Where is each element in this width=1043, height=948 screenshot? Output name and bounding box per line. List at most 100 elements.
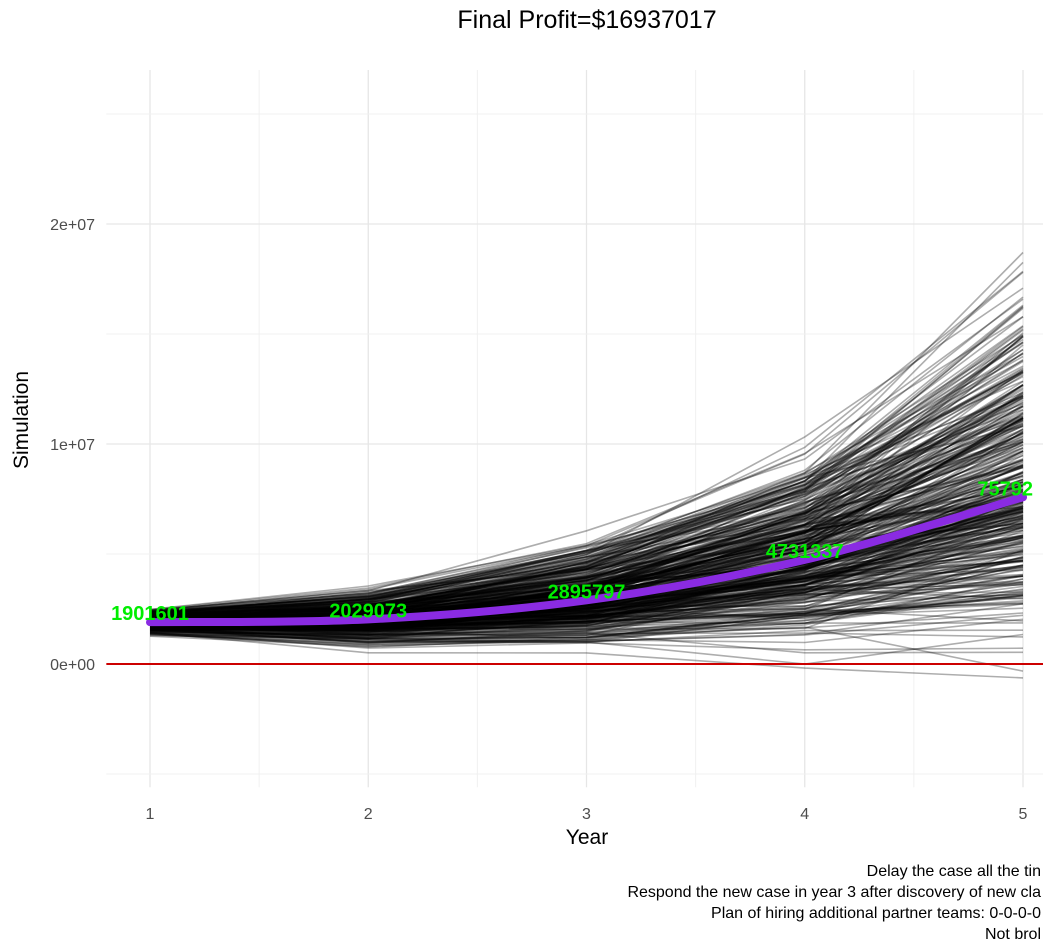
simulation-line <box>149 558 1024 639</box>
simulation-line <box>149 488 1024 614</box>
simulation-line <box>149 471 1024 638</box>
simulation-line <box>149 370 1024 614</box>
simulation-line <box>149 316 1024 619</box>
simulation-line <box>149 518 1024 632</box>
simulation-line <box>149 602 1024 640</box>
simulation-line <box>149 296 1024 615</box>
x-tick-label: 4 <box>800 806 809 823</box>
simulation-line <box>149 447 1024 619</box>
simulation-line <box>149 390 1024 617</box>
simulation-line <box>149 504 1024 627</box>
simulation-line <box>149 573 1024 631</box>
simulation-line <box>149 594 1024 634</box>
simulation-line <box>149 631 1024 651</box>
simulation-line <box>149 534 1024 636</box>
simulation-line <box>149 625 1024 654</box>
simulation-line <box>149 603 1024 648</box>
simulation-line <box>149 325 1024 621</box>
simulation-line <box>149 511 1024 632</box>
simulation-line <box>149 517 1024 631</box>
caption-line: Not brol <box>985 926 1041 943</box>
simulation-line <box>149 401 1024 614</box>
caption-line: Respond the new case in year 3 after dis… <box>627 884 1041 901</box>
simulation-line <box>149 530 1024 631</box>
simulation-line <box>149 548 1024 630</box>
simulation-line <box>149 388 1024 613</box>
simulation-line <box>149 618 1024 646</box>
simulation-line <box>149 444 1024 620</box>
simulation-line <box>149 626 1024 665</box>
simulation-line <box>149 465 1024 619</box>
mean-label: 1901601 <box>111 603 189 625</box>
simulation-line <box>149 506 1024 629</box>
simulation-line <box>149 612 1024 636</box>
mean-label: 75792 <box>977 478 1033 500</box>
simulation-line <box>149 564 1024 641</box>
y-axis-title: Simulation <box>10 371 33 469</box>
simulation-line <box>149 575 1024 633</box>
simulation-line <box>149 505 1024 637</box>
simulation-line <box>149 499 1024 617</box>
simulation-line <box>149 405 1024 614</box>
y-tick-label: 0e+00 <box>50 657 95 674</box>
simulation-line <box>149 564 1024 630</box>
simulation-line <box>149 514 1024 632</box>
simulation-line <box>149 522 1024 618</box>
simulation-line <box>149 500 1024 618</box>
simulation-line <box>149 475 1024 614</box>
simulation-line <box>149 417 1024 612</box>
simulation-line <box>149 536 1024 619</box>
simulation-line <box>149 391 1024 613</box>
simulation-line <box>149 557 1024 639</box>
caption: Delay the case all the tin Respond the ne… <box>627 863 1041 943</box>
simulation-line <box>149 594 1024 631</box>
chart-title: Final Profit=$16937017 <box>457 6 716 34</box>
simulation-line <box>149 336 1024 621</box>
simulation-line <box>149 397 1024 616</box>
simulation-line <box>149 450 1024 621</box>
simulation-line <box>149 565 1024 640</box>
simulation-line <box>149 316 1024 611</box>
simulation-line <box>149 307 1024 621</box>
simulation-line <box>149 588 1024 632</box>
x-tick-label: 5 <box>1019 806 1028 823</box>
simulation-line <box>149 334 1024 617</box>
simulation-line <box>149 506 1024 615</box>
simulation-line <box>149 510 1024 630</box>
simulation-line <box>149 359 1024 617</box>
simulation-line <box>149 534 1024 632</box>
simulation-line <box>149 438 1024 617</box>
simulation-line <box>149 466 1024 622</box>
simulation-line <box>149 417 1024 620</box>
simulation-line <box>149 393 1024 620</box>
simulation-line <box>149 547 1024 631</box>
simulation-line <box>149 402 1024 615</box>
simulation-line <box>149 458 1024 622</box>
simulation-line <box>149 629 1024 644</box>
simulation-line <box>149 478 1024 618</box>
simulation-line <box>149 556 1024 636</box>
simulation-line <box>149 480 1024 631</box>
simulation-line <box>149 411 1024 619</box>
simulation-line <box>149 397 1024 629</box>
simulation-line <box>149 529 1024 621</box>
simulation-line <box>149 384 1024 624</box>
simulation-line <box>149 578 1024 629</box>
simulation-line <box>149 450 1024 628</box>
simulation-line <box>149 391 1024 619</box>
simulation-line <box>149 550 1024 638</box>
simulation-line <box>149 591 1024 620</box>
simulation-line <box>149 365 1024 622</box>
simulation-line <box>149 401 1024 615</box>
caption-line: Plan of hiring additional partner teams:… <box>711 905 1041 922</box>
simulation-line <box>149 549 1024 636</box>
simulation-line <box>149 559 1024 633</box>
simulation-line <box>149 304 1024 618</box>
simulation-line <box>149 352 1024 623</box>
y-tick-label: 2e+07 <box>50 217 95 234</box>
simulation-line <box>149 328 1024 620</box>
simulation-line <box>149 454 1024 631</box>
simulation-line <box>149 425 1024 620</box>
simulation-line <box>149 348 1024 617</box>
